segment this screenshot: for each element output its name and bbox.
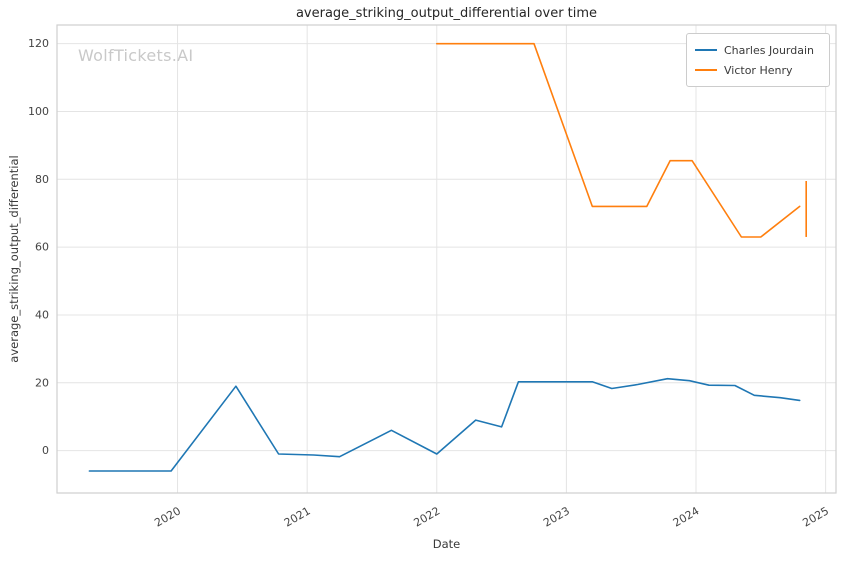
watermark: WolfTickets.AI bbox=[78, 46, 194, 65]
series-line-1 bbox=[435, 42, 801, 238]
x-tick-label: 2023 bbox=[541, 504, 572, 529]
legend-item: Victor Henry bbox=[695, 60, 821, 80]
y-tick-label: 40 bbox=[35, 308, 49, 321]
legend-label: Victor Henry bbox=[724, 63, 793, 77]
x-tick-label: 2020 bbox=[152, 504, 183, 529]
legend-line-swatch bbox=[695, 49, 717, 51]
legend-line-swatch bbox=[695, 69, 717, 71]
plot-border bbox=[56, 24, 837, 494]
x-tick-label: 2022 bbox=[412, 504, 443, 529]
y-axis-label: average_striking_output_differential bbox=[7, 155, 21, 363]
legend-label: Charles Jourdain bbox=[724, 43, 814, 57]
x-tick-label: 2024 bbox=[671, 504, 702, 529]
x-tick-label: 2025 bbox=[800, 504, 831, 529]
y-tick-label: 0 bbox=[42, 444, 49, 457]
y-tick-label: 60 bbox=[35, 241, 49, 254]
y-tick-label: 100 bbox=[28, 105, 49, 118]
y-tick-label: 120 bbox=[28, 37, 49, 50]
series-line-0 bbox=[88, 377, 801, 472]
x-axis-label: Date bbox=[432, 537, 461, 551]
y-tick-label: 20 bbox=[35, 376, 49, 389]
y-tick-label: 80 bbox=[35, 173, 49, 186]
chart-title: average_striking_output_differential ove… bbox=[295, 6, 598, 21]
legend-item: Charles Jourdain bbox=[695, 40, 821, 60]
x-tick-label: 2021 bbox=[282, 504, 313, 529]
legend: Charles Jourdain Victor Henry bbox=[686, 33, 830, 87]
